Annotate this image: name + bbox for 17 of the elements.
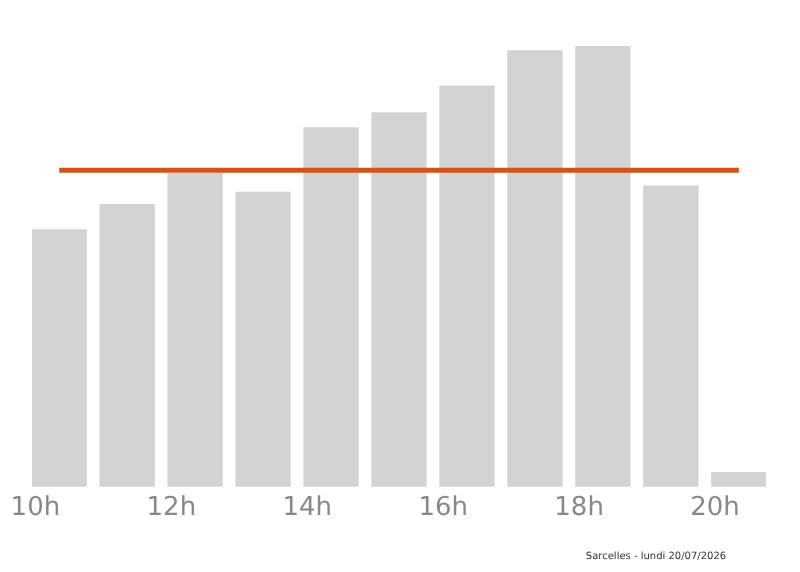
bar: [575, 46, 631, 487]
bar: [235, 191, 291, 487]
bar: [507, 50, 563, 487]
bar: [711, 472, 766, 487]
bar: [99, 204, 155, 487]
x-tick-label: 14h: [282, 493, 333, 524]
bar: [643, 185, 699, 487]
bar: [371, 112, 427, 487]
x-tick-label: 20h: [690, 493, 740, 524]
bar: [32, 229, 87, 487]
bar: [303, 127, 359, 487]
bar: [167, 172, 223, 487]
bar: [439, 85, 495, 487]
x-tick-label: 16h: [418, 493, 468, 524]
x-tick-label: 18h: [554, 493, 604, 524]
x-tick-label: 12h: [146, 493, 197, 524]
x-tick-label: 10h: [10, 493, 61, 524]
